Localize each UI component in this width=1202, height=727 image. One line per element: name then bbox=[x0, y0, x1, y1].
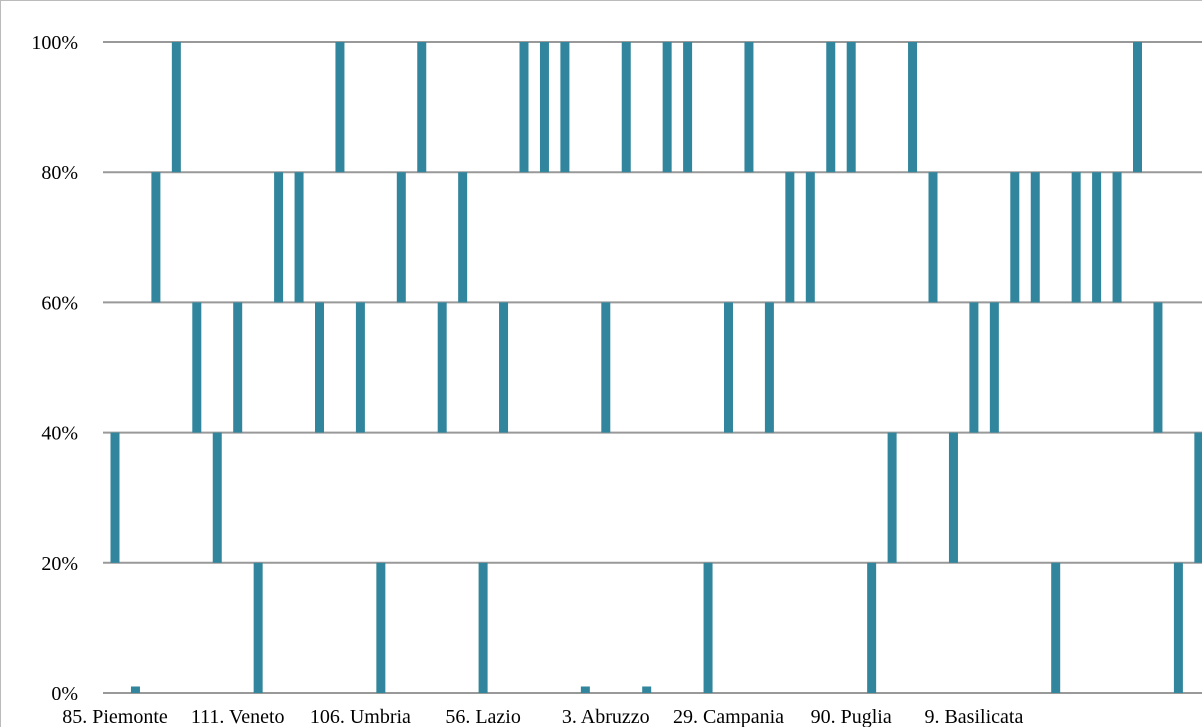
bar bbox=[253, 562, 263, 693]
bar bbox=[948, 432, 958, 563]
bar bbox=[1173, 562, 1183, 693]
y-tick-label: 100% bbox=[31, 32, 78, 54]
bar bbox=[1030, 172, 1040, 303]
bar bbox=[1071, 172, 1081, 303]
bar bbox=[110, 432, 120, 563]
bar bbox=[417, 42, 427, 173]
x-tick-label: 111. Veneto bbox=[191, 706, 285, 727]
x-tick-label: 85. Piemonte bbox=[62, 706, 168, 727]
bar bbox=[1112, 172, 1122, 303]
bar bbox=[887, 432, 897, 563]
bar bbox=[233, 302, 243, 433]
bar bbox=[826, 42, 836, 173]
bar bbox=[1153, 302, 1163, 433]
x-tick-label: 90. Puglia bbox=[811, 706, 892, 727]
bar bbox=[642, 686, 652, 693]
bar bbox=[274, 172, 284, 303]
x-tick-label: 9. Basilicata bbox=[924, 706, 1023, 727]
bar bbox=[315, 302, 324, 433]
bar bbox=[764, 302, 774, 433]
bar bbox=[989, 302, 999, 433]
bar bbox=[212, 432, 222, 563]
bar bbox=[437, 302, 447, 433]
bar bbox=[846, 42, 856, 173]
bar bbox=[478, 562, 488, 693]
bar bbox=[621, 42, 631, 173]
x-tick-label: 29. Campania bbox=[673, 706, 784, 727]
bar bbox=[744, 42, 754, 173]
x-tick-label: 106. Umbria bbox=[310, 706, 411, 727]
bar bbox=[785, 172, 795, 303]
bar bbox=[355, 302, 365, 433]
bar bbox=[1133, 42, 1142, 173]
bar bbox=[335, 42, 345, 173]
bar bbox=[683, 42, 693, 173]
bar bbox=[294, 172, 304, 303]
bar bbox=[539, 42, 549, 173]
bar bbox=[1010, 172, 1020, 303]
bar bbox=[560, 42, 570, 173]
y-tick-label: 0% bbox=[51, 683, 78, 705]
bar bbox=[1092, 172, 1102, 303]
y-tick-label: 80% bbox=[41, 162, 78, 184]
bar bbox=[376, 562, 386, 693]
bar bbox=[724, 302, 733, 433]
bar bbox=[519, 42, 529, 173]
bar bbox=[171, 42, 181, 173]
bar bbox=[703, 562, 713, 693]
bar bbox=[1194, 432, 1202, 563]
bar bbox=[601, 302, 611, 433]
bar bbox=[458, 172, 468, 303]
bar bbox=[928, 172, 938, 303]
x-tick-label: 56. Lazio bbox=[445, 706, 521, 727]
bar bbox=[396, 172, 406, 303]
y-tick-label: 40% bbox=[41, 423, 78, 445]
bar bbox=[969, 302, 979, 433]
bar bbox=[1051, 562, 1061, 693]
y-tick-label: 20% bbox=[41, 553, 78, 575]
y-tick-label: 60% bbox=[41, 292, 78, 314]
bar bbox=[499, 302, 509, 433]
x-tick-label: 3. Abruzzo bbox=[562, 706, 650, 727]
bar bbox=[662, 42, 672, 173]
bar bbox=[130, 686, 140, 693]
bar bbox=[805, 172, 815, 303]
bar bbox=[867, 562, 877, 693]
bar bbox=[580, 686, 590, 693]
bar bbox=[908, 42, 918, 173]
bar bbox=[151, 172, 161, 303]
bar bbox=[192, 302, 202, 433]
